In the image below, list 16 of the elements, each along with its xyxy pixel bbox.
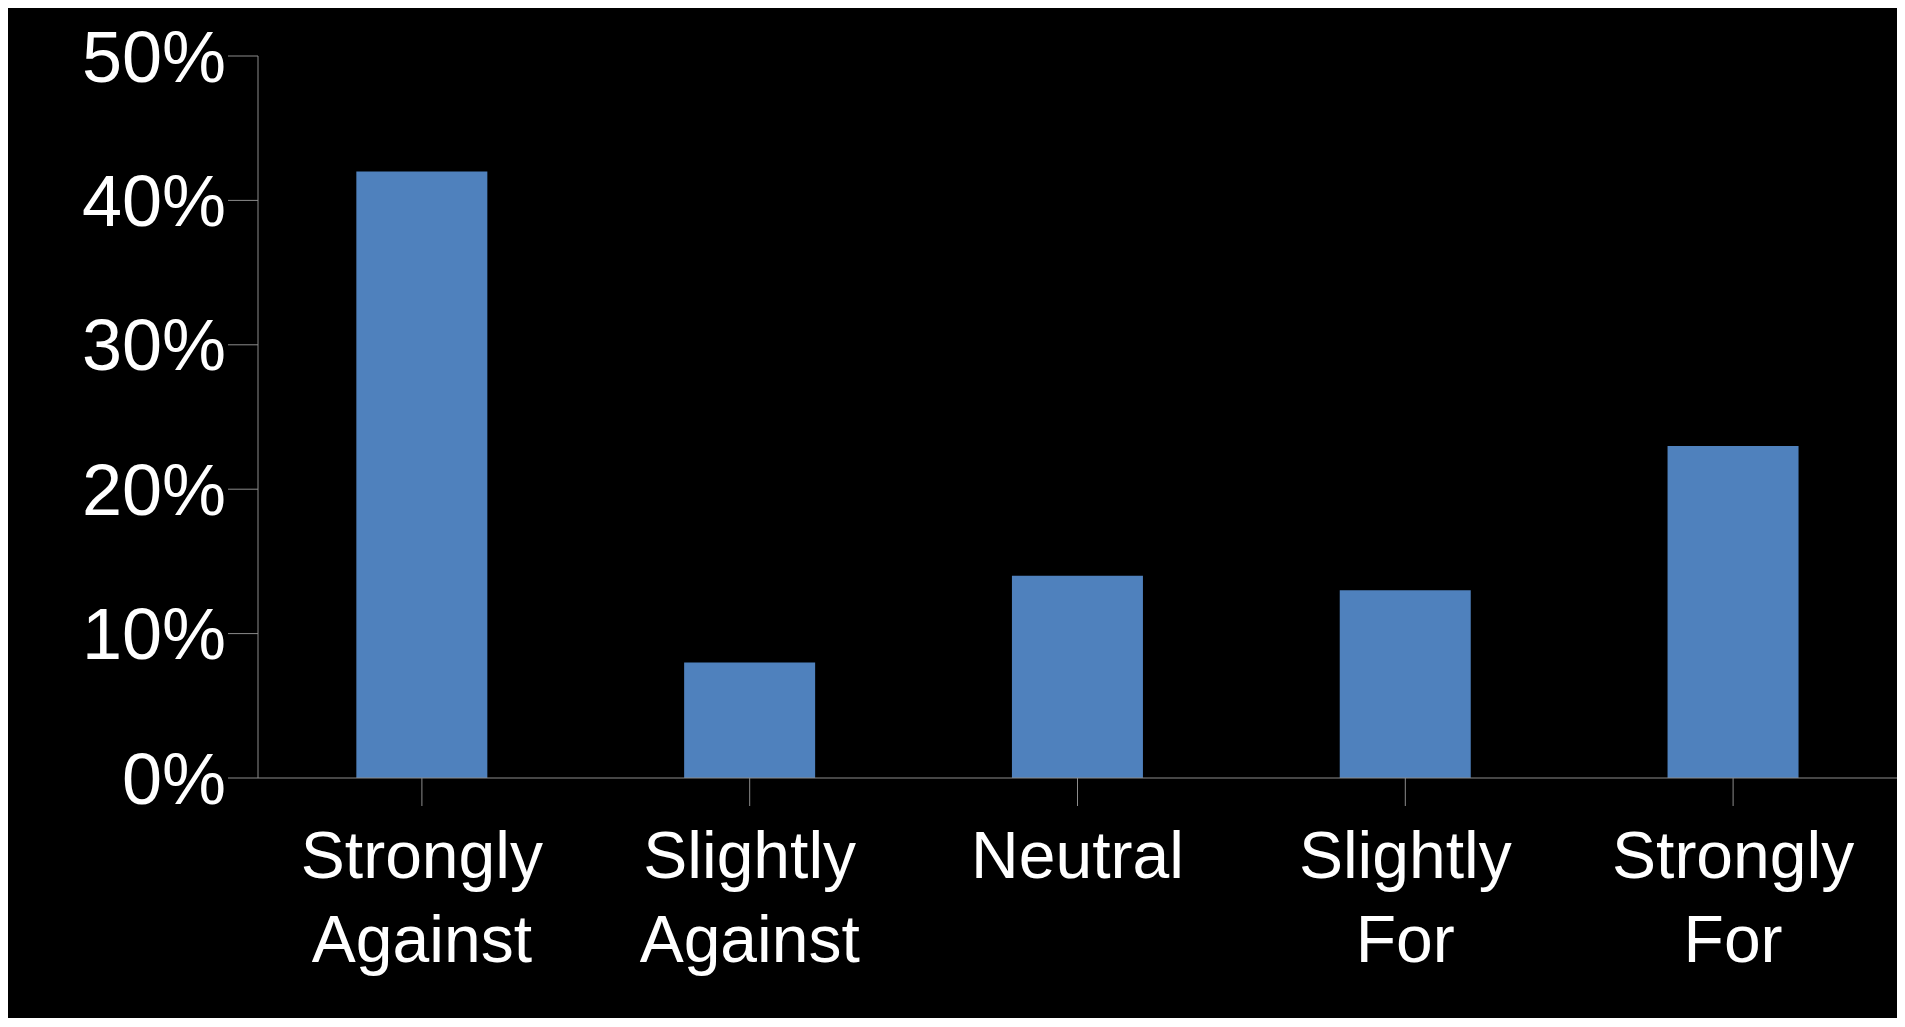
- y-tick-label: 0%: [121, 738, 226, 819]
- y-tick-label: 40%: [81, 160, 226, 241]
- x-tick-label: Strongly For: [1612, 818, 1855, 976]
- y-tick-label: 30%: [81, 305, 226, 386]
- y-tick-label: 20%: [81, 449, 226, 530]
- bar: [1667, 445, 1799, 778]
- x-tick-label: Neutral: [971, 818, 1184, 892]
- x-tick-label: Slightly Against: [639, 818, 860, 976]
- bar: [1011, 575, 1143, 778]
- x-tick-label: Slightly For: [1298, 818, 1512, 976]
- bar: [356, 171, 488, 778]
- bar: [684, 662, 816, 778]
- bar: [1339, 590, 1471, 778]
- y-tick-label: 10%: [81, 594, 226, 675]
- x-tick-label: Strongly Against: [300, 818, 543, 976]
- y-tick-label: 50%: [81, 16, 226, 97]
